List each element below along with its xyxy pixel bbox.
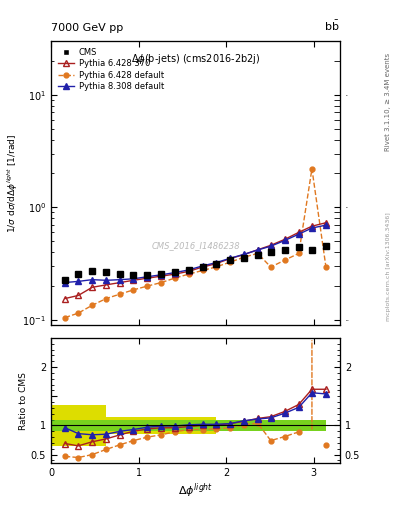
Text: b$\bar{\mathrm{b}}$: b$\bar{\mathrm{b}}$ <box>325 19 340 33</box>
CMS <box>283 247 287 253</box>
CMS <box>145 272 150 278</box>
CMS <box>131 272 136 278</box>
CMS <box>63 277 68 283</box>
CMS <box>213 261 218 267</box>
CMS <box>296 244 301 250</box>
Text: mcplots.cern.ch [arXiv:1306.3436]: mcplots.cern.ch [arXiv:1306.3436] <box>386 212 391 321</box>
CMS <box>323 243 328 249</box>
Line: CMS: CMS <box>62 243 329 284</box>
CMS <box>227 257 232 263</box>
CMS <box>159 271 164 278</box>
X-axis label: $\Delta\phi^{light}$: $\Delta\phi^{light}$ <box>178 481 213 500</box>
CMS <box>268 249 273 255</box>
CMS <box>255 252 260 259</box>
Text: Rivet 3.1.10, ≥ 3.4M events: Rivet 3.1.10, ≥ 3.4M events <box>385 53 391 152</box>
Text: CMS_2016_I1486238: CMS_2016_I1486238 <box>151 241 240 250</box>
CMS <box>90 268 95 274</box>
Text: $\Delta\phi$(b-jets) (cms2016-2b2j): $\Delta\phi$(b-jets) (cms2016-2b2j) <box>131 52 260 67</box>
CMS <box>310 247 314 253</box>
CMS <box>118 271 123 278</box>
Text: 7000 GeV pp: 7000 GeV pp <box>51 23 123 33</box>
Y-axis label: Ratio to CMS: Ratio to CMS <box>19 372 28 430</box>
CMS <box>241 255 246 261</box>
Y-axis label: 1/$\sigma$ d$\sigma$/d$\Delta\phi^{light}$ [1/rad]: 1/$\sigma$ d$\sigma$/d$\Delta\phi^{light… <box>5 134 20 232</box>
CMS <box>186 267 191 273</box>
CMS <box>172 269 177 275</box>
Legend: CMS, Pythia 6.428 370, Pythia 6.428 default, Pythia 8.308 default: CMS, Pythia 6.428 370, Pythia 6.428 defa… <box>55 45 166 94</box>
CMS <box>76 271 81 278</box>
CMS <box>104 269 108 275</box>
CMS <box>200 264 205 270</box>
